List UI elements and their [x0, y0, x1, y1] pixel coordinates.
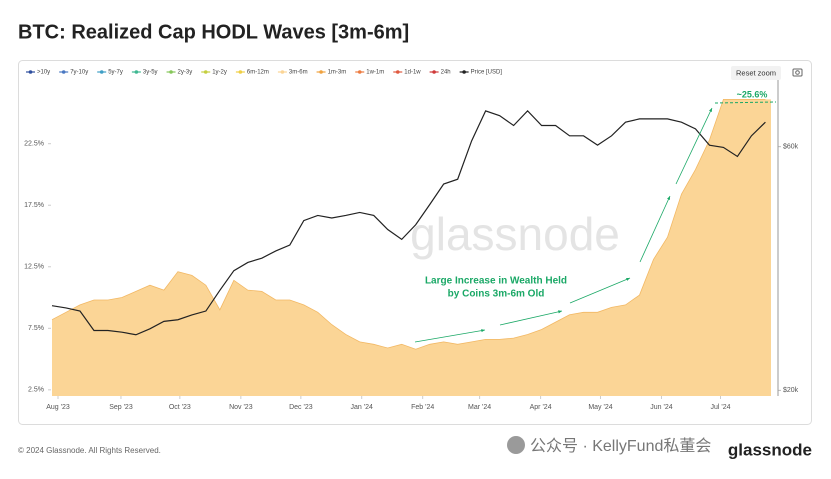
x-tick-label: Mar '24: [468, 404, 491, 411]
legend-item[interactable]: 2y-3y: [166, 70, 193, 76]
legend-label[interactable]: 2y-3y: [178, 70, 193, 76]
x-tick-label: Sep '23: [109, 404, 133, 411]
area-edge: [51, 98, 766, 350]
y-tick-label: 7.5%: [28, 325, 44, 332]
trend-arrowhead: [667, 196, 670, 200]
annotation: Large Increase in Wealth Held: [425, 276, 567, 287]
camera-lens[interactable]: [795, 70, 800, 75]
legend-item[interactable]: 1w-1m: [355, 70, 384, 76]
watermark: glassnode: [410, 208, 620, 260]
legend-label[interactable]: 7y-10y: [70, 70, 88, 76]
x-tick-label: Jul '24: [710, 404, 730, 411]
camera-body[interactable]: [792, 68, 803, 77]
legend-dot: [28, 70, 33, 74]
footer-overlay: 公众号 · KellyFund私董会: [530, 437, 711, 455]
legend-item[interactable]: Price [USD]: [459, 70, 503, 76]
legend-dot: [319, 70, 323, 74]
legend-item[interactable]: 24h: [429, 70, 451, 76]
legend-label[interactable]: 3m-6m: [289, 70, 308, 76]
plot-area: 2.5% 7.5% 12.5% 17.5% 22.5% $20k $60k Aug '23 Se…: [24, 74, 799, 411]
trend-arrow: [675, 107, 713, 185]
x-tick-label: Feb '24: [411, 404, 434, 411]
legend-dot: [280, 70, 285, 74]
legend-dot: [432, 70, 436, 74]
trend-arrow: [499, 310, 563, 326]
trend-arrowhead: [626, 277, 630, 281]
x-tick-label: Oct '23: [169, 404, 191, 411]
y2-tick-label: $20k: [783, 387, 799, 394]
y2-tick-label: $60k: [783, 143, 799, 150]
x-tick-label: Jun '24: [650, 404, 672, 411]
trend-arrow: [569, 277, 631, 304]
legend-dot: [238, 70, 243, 74]
legend-label[interactable]: Price [USD]: [471, 70, 503, 76]
x-tick-label: Aug '23: [46, 404, 70, 411]
trend-arrowhead: [709, 108, 712, 112]
chart-frame: [18, 60, 812, 425]
legend-dot: [357, 70, 362, 74]
legend-dot: [395, 70, 400, 74]
legend-dot: [61, 70, 66, 74]
area: [52, 99, 771, 396]
legend-dot: [203, 70, 208, 74]
camera-icon[interactable]: [792, 68, 803, 77]
legend-dot: [99, 70, 104, 74]
x-tick-label: Dec '23: [289, 404, 313, 411]
legend-item[interactable]: 1d-1w: [393, 70, 421, 76]
legend-item[interactable]: 7y-10y: [59, 70, 88, 76]
legend-label[interactable]: >10y: [37, 70, 50, 76]
annotation-arrow: [714, 101, 777, 104]
trend-arrowhead: [481, 329, 485, 333]
legend-item[interactable]: 1m-3m: [316, 70, 347, 76]
y-tick-label: 2.5%: [28, 387, 44, 394]
legend-label[interactable]: 1d-1w: [404, 70, 421, 76]
annotation: by Coins 3m-6m Old: [448, 289, 545, 300]
legend-dot: [134, 70, 139, 74]
legend-dot: [462, 70, 466, 74]
legend-label[interactable]: 1m-3m: [328, 70, 347, 76]
footer: © 2024 Glassnode. All Rights Reserved.: [18, 446, 161, 455]
legend-label[interactable]: 5y-7y: [108, 70, 123, 76]
x-tick-label: May '24: [588, 404, 612, 411]
reset-zoom-button[interactable]: [731, 66, 781, 80]
legend-label[interactable]: 24h: [441, 70, 451, 76]
legend-item[interactable]: 3m-6m: [277, 70, 308, 76]
legend-label[interactable]: 1w-1m: [366, 70, 384, 76]
trend-arrow: [414, 329, 486, 343]
x-tick-label: Apr '24: [530, 404, 552, 411]
legend-item[interactable]: 1y-2y: [201, 70, 227, 76]
annotation: ~25.6%: [737, 89, 768, 99]
trend-arrow: [639, 195, 671, 263]
legend-label[interactable]: 6m-12m: [247, 70, 269, 76]
y-tick-label: 12.5%: [24, 264, 44, 271]
trend-arrowhead: [558, 310, 562, 314]
legend-item[interactable]: >10y: [26, 70, 50, 76]
legend-item[interactable]: 5y-7y: [97, 70, 123, 76]
y-tick-label: 22.5%: [24, 141, 44, 148]
legend-item[interactable]: 3y-5y: [131, 70, 158, 76]
legend-item[interactable]: 6m-12m: [235, 70, 269, 76]
y-tick-label: 17.5%: [24, 202, 44, 209]
wechat-icon: [507, 436, 525, 454]
legend-label[interactable]: 3y-5y: [143, 70, 158, 76]
chart-title: BTC: Realized Cap HODL Waves [3m-6m]: [18, 21, 409, 43]
legend-dot: [169, 70, 173, 74]
price-line: [51, 110, 766, 336]
reset-zoom-label[interactable]: Reset zoom: [736, 68, 776, 77]
footer-brand: glassnode: [728, 440, 812, 459]
legend-label[interactable]: 1y-2y: [212, 70, 227, 76]
x-tick-label: Jan '24: [351, 404, 373, 411]
x-tick-label: Nov '23: [229, 404, 253, 411]
